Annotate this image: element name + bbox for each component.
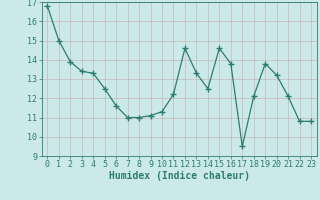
- X-axis label: Humidex (Indice chaleur): Humidex (Indice chaleur): [109, 171, 250, 181]
